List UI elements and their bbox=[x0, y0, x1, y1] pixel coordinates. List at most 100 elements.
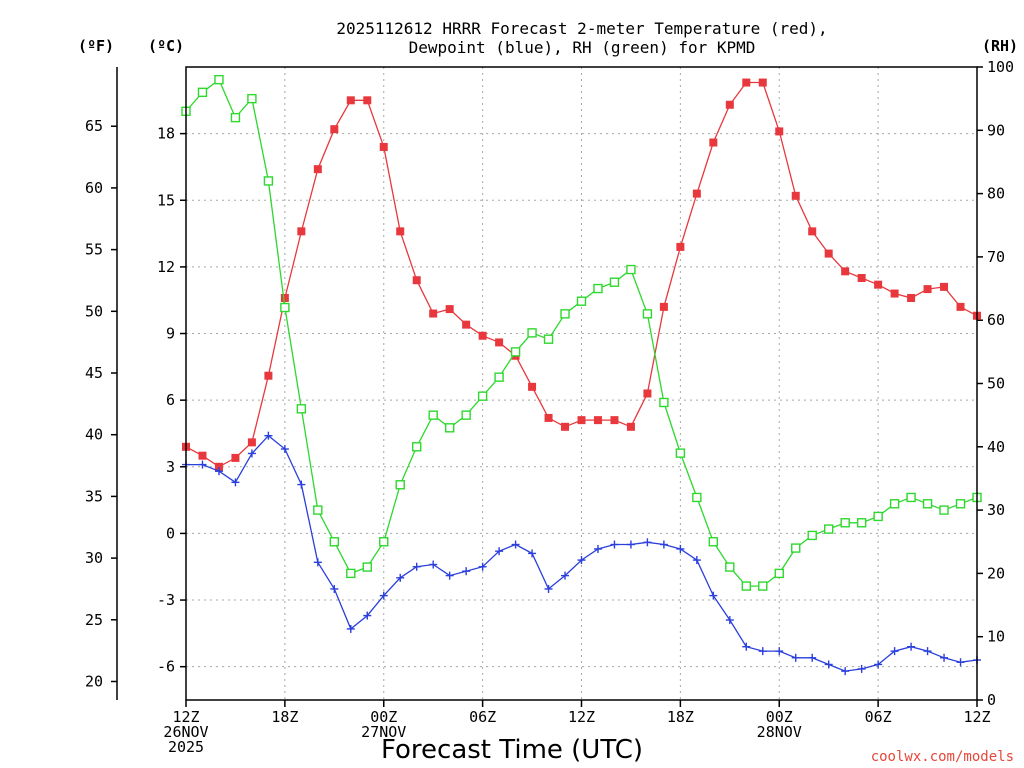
temperature-point bbox=[214, 462, 223, 471]
celsius-tick-label: -6 bbox=[157, 658, 175, 676]
time-tick-label: 26NOV bbox=[163, 723, 208, 741]
dewpoint-point bbox=[445, 571, 454, 580]
rh-point bbox=[659, 397, 669, 408]
dewpoint-point bbox=[396, 573, 405, 582]
celsius-tick-label: -3 bbox=[157, 591, 175, 609]
rh-tick-label: 100 bbox=[987, 58, 1014, 76]
rh-point bbox=[593, 283, 603, 294]
time-tick-label: 12Z bbox=[568, 708, 595, 726]
rh-tick-label: 50 bbox=[987, 375, 1005, 393]
dewpoint-point bbox=[346, 624, 355, 633]
rh-point bbox=[444, 423, 455, 433]
dewpoint-point bbox=[577, 556, 586, 565]
rh-tick-label: 10 bbox=[987, 628, 1005, 646]
rh-tick-label: 90 bbox=[987, 121, 1005, 139]
time-tick-label: 00Z bbox=[766, 708, 793, 726]
time-tick-label: 00Z bbox=[370, 708, 397, 726]
rh-point bbox=[560, 309, 570, 319]
rh-axis: 0 10 20 30 40 50 60 70 80 90 100 bbox=[977, 58, 1014, 709]
dewpoint-point bbox=[231, 478, 240, 487]
temperature-point bbox=[544, 413, 553, 422]
rh-point bbox=[510, 347, 521, 357]
dewpoint-point bbox=[874, 660, 883, 669]
credit-text: coolwx.com/models bbox=[871, 749, 1014, 765]
fahrenheit-tick-label: 30 bbox=[85, 549, 103, 567]
rh-point bbox=[214, 74, 224, 85]
rh-point bbox=[675, 448, 686, 458]
dewpoint-point bbox=[495, 547, 504, 556]
rh-point bbox=[758, 581, 768, 591]
fahrenheit-tick-label: 35 bbox=[85, 487, 103, 505]
rh-point bbox=[346, 568, 356, 579]
rh-point bbox=[741, 581, 751, 591]
x-axis-label: Forecast Time (UTC) bbox=[381, 735, 643, 765]
rh-point bbox=[263, 176, 274, 186]
temperature-point bbox=[940, 282, 949, 291]
fahrenheit-tick-label: 55 bbox=[85, 241, 103, 259]
dewpoint-point bbox=[363, 611, 372, 620]
rh-tick-label: 30 bbox=[987, 501, 1005, 519]
temperature-point bbox=[379, 142, 388, 151]
rh-series bbox=[181, 74, 982, 591]
temperature-point bbox=[280, 293, 289, 302]
dewpoint-point bbox=[791, 653, 800, 662]
rh-point bbox=[626, 264, 636, 275]
temperature-point bbox=[231, 453, 240, 462]
fahrenheit-tick-label: 45 bbox=[85, 364, 103, 382]
temperature-point bbox=[577, 416, 586, 425]
temperature-point bbox=[692, 189, 701, 198]
rh-point bbox=[247, 93, 257, 104]
fahrenheit-tick-label: 50 bbox=[85, 302, 103, 320]
temperature-point bbox=[824, 249, 833, 258]
rh-point bbox=[461, 410, 471, 420]
temperature-point bbox=[725, 100, 734, 109]
fahrenheit-tick-label: 65 bbox=[85, 117, 103, 135]
rh-point bbox=[576, 296, 587, 306]
time-tick-label: 18Z bbox=[271, 708, 298, 726]
rh-tick-label: 70 bbox=[987, 248, 1005, 266]
dewpoint-point bbox=[643, 538, 652, 547]
time-tick-label: 12Z bbox=[172, 708, 199, 726]
temperature-point bbox=[874, 280, 883, 289]
dewpoint-point bbox=[462, 567, 471, 576]
fahrenheit-unit-label: (ºF) bbox=[78, 37, 114, 55]
rh-point bbox=[230, 112, 241, 123]
celsius-tick-label: 12 bbox=[157, 258, 175, 276]
temperature-point bbox=[808, 227, 817, 236]
rh-point bbox=[379, 537, 389, 547]
rh-point bbox=[807, 530, 817, 541]
temperature-point bbox=[676, 242, 685, 251]
dewpoint-point bbox=[709, 591, 718, 600]
plot-frame bbox=[185, 66, 978, 701]
celsius-tick-label: 15 bbox=[157, 191, 175, 209]
rh-point bbox=[543, 334, 554, 344]
rh-unit-label: (RH) bbox=[982, 37, 1018, 55]
rh-point bbox=[642, 309, 653, 319]
temperature-point bbox=[495, 338, 504, 347]
temperature-point bbox=[923, 285, 932, 294]
temperature-point bbox=[478, 331, 487, 340]
dewpoint-point bbox=[841, 667, 850, 676]
celsius-unit-label: (ºC) bbox=[148, 37, 184, 55]
temperature-point bbox=[857, 274, 866, 282]
dewpoint-point bbox=[890, 647, 899, 656]
celsius-axis: -6 -3 0 3 6 9 12 15 18 bbox=[157, 125, 186, 676]
temperature-point bbox=[890, 289, 899, 298]
time-tick-label: 06Z bbox=[865, 708, 892, 726]
time-tick-label: 12Z bbox=[963, 708, 990, 726]
dewpoint-point bbox=[561, 571, 570, 580]
time-tick-label: 2025 bbox=[168, 738, 204, 756]
temperature-point bbox=[445, 305, 454, 314]
fahrenheit-tick-label: 40 bbox=[85, 426, 103, 444]
rh-tick-label: 40 bbox=[987, 438, 1005, 456]
temperature-point bbox=[907, 293, 916, 302]
temperature-point bbox=[659, 302, 668, 311]
dewpoint-point bbox=[857, 664, 866, 673]
time-tick-label: 27NOV bbox=[361, 723, 406, 741]
temperature-point bbox=[247, 438, 256, 447]
rh-point bbox=[362, 562, 372, 572]
rh-point bbox=[395, 480, 405, 490]
fahrenheit-tick-label: 25 bbox=[85, 611, 103, 629]
